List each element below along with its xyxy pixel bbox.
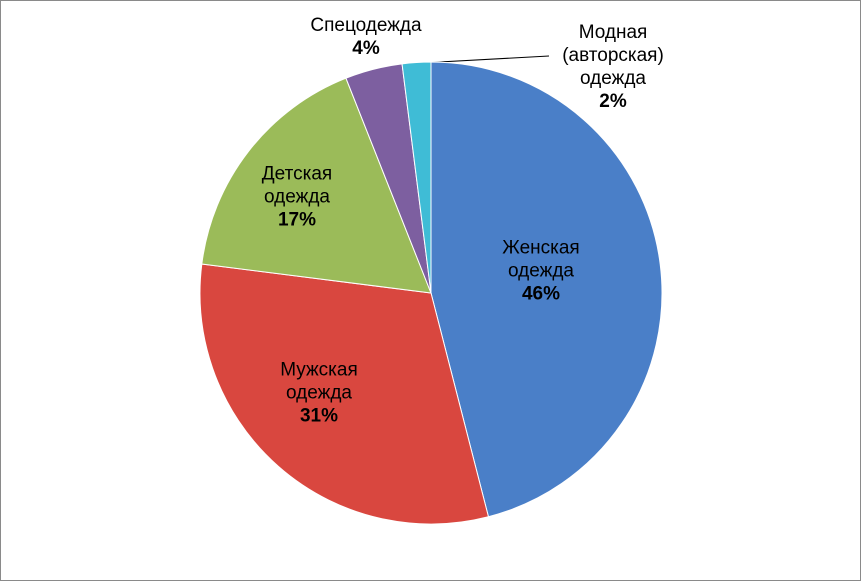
- value-label: 4%: [352, 38, 380, 59]
- value-label: 17%: [277, 209, 317, 231]
- slice-label: Мужская одежда 31%: [259, 359, 379, 428]
- category-label: Спецодежда: [310, 15, 422, 36]
- slice-label: Женская одежда 46%: [481, 237, 601, 306]
- slice-label: Модная (авторская) одежда 2%: [548, 21, 678, 113]
- pie-slice: [199, 263, 490, 525]
- category-label: Модная (авторская) одежда: [562, 22, 664, 89]
- value-label: 31%: [299, 405, 339, 427]
- category-label: Женская одежда: [502, 237, 580, 282]
- category-label: Детская одежда: [261, 163, 333, 208]
- pie-slice: [201, 77, 432, 294]
- category-label: Мужская одежда: [280, 359, 358, 404]
- slice-label: Детская одежда 17%: [237, 163, 357, 232]
- value-label: 2%: [599, 91, 627, 112]
- pie-slice: [430, 61, 663, 518]
- slice-label: Спецодежда 4%: [281, 14, 451, 60]
- pie-slice: [401, 61, 432, 294]
- value-label: 46%: [521, 283, 561, 305]
